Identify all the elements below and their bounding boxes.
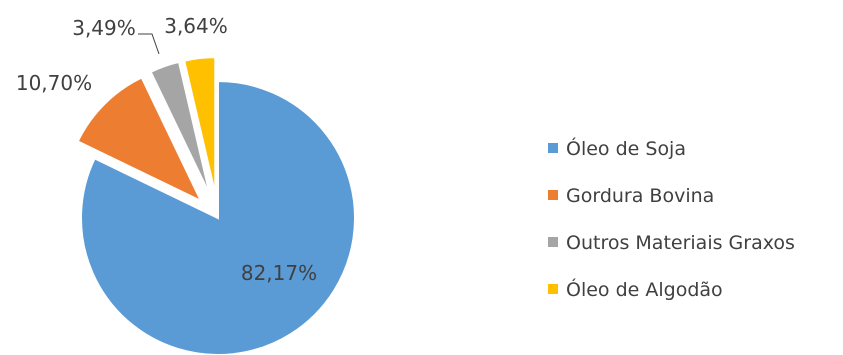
legend: Óleo de Soja Gordura Bovina Outros Materia… (548, 136, 795, 301)
legend-label-2: Gordura Bovina (566, 185, 714, 207)
data-label-1: 82,17% (241, 261, 317, 285)
pie-slice-3 (149, 60, 212, 196)
data-label-2: 10,70% (16, 71, 92, 95)
data-labels: 82,17% 10,70% 3,49% 3,64% (16, 14, 317, 285)
legend-label-1: Óleo de Soja (566, 136, 686, 160)
legend-label-3: Outros Materiais Graxos (566, 232, 795, 254)
legend-label-4: Óleo de Algodão (566, 277, 723, 301)
legend-swatch-3 (548, 237, 558, 247)
data-label-4: 3,64% (164, 14, 228, 38)
data-label-3: 3,49% (72, 16, 136, 40)
leader-lines (138, 33, 160, 55)
pie-slices (76, 56, 356, 355)
pie-slice-2 (76, 76, 204, 204)
pie-slice-1 (80, 79, 356, 355)
leader-line-3 (138, 33, 160, 55)
legend-swatch-4 (548, 284, 558, 294)
pie-slice-4 (183, 56, 217, 195)
legend-swatch-1 (548, 143, 558, 153)
legend-swatch-2 (548, 190, 558, 200)
